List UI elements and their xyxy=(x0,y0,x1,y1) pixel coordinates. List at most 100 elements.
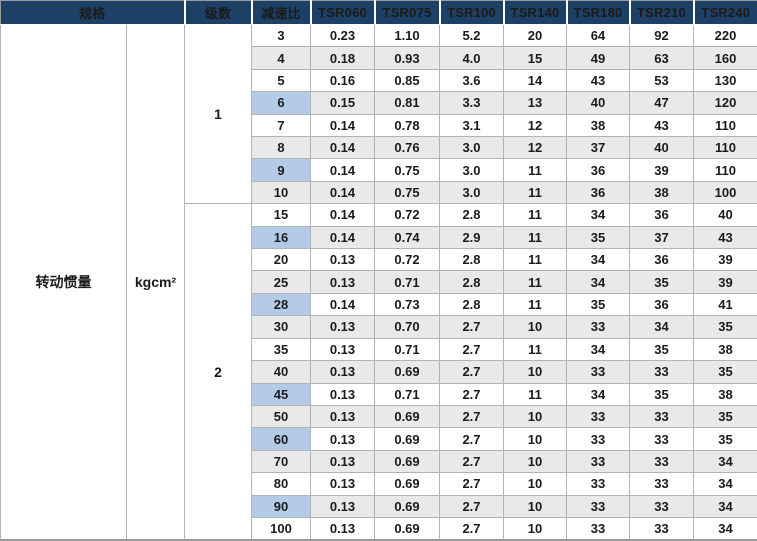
value-cell: 11 xyxy=(503,337,567,362)
table-row: 10 0.14 0.75 3.0 11 36 38 100 xyxy=(1,180,757,205)
value-cell: 40 xyxy=(693,203,757,227)
table-header: 规格 级数 减速比 TSR060 TSR075 TSR100 TSR140 TS… xyxy=(0,0,757,25)
value-cell: 0.13 xyxy=(310,382,375,406)
header-row: 规格 级数 减速比 TSR060 TSR075 TSR100 TSR140 TS… xyxy=(0,0,757,25)
value-cell: 10 xyxy=(503,516,567,541)
value-cell: 0.14 xyxy=(310,225,375,250)
value-cell: 0.69 xyxy=(374,404,440,429)
value-cell: 2.9 xyxy=(439,225,504,250)
table-row: 20 0.13 0.72 2.8 11 34 36 39 xyxy=(1,248,757,272)
value-cell: 33 xyxy=(629,427,694,451)
value-cell: 34 xyxy=(566,337,630,362)
value-cell: 0.71 xyxy=(374,270,440,294)
value-cell: 38 xyxy=(629,180,694,205)
value-cell: 0.13 xyxy=(310,472,375,496)
value-cell: 0.13 xyxy=(310,427,375,451)
value-cell: 34 xyxy=(629,315,694,339)
value-cell: 49 xyxy=(566,46,630,70)
value-cell: 3.0 xyxy=(439,180,504,205)
ratio-cell: 9 xyxy=(251,158,311,182)
ratio-cell: 100 xyxy=(251,516,311,541)
value-cell: 11 xyxy=(503,270,567,294)
value-cell: 2.7 xyxy=(439,449,504,474)
ratio-cell: 3 xyxy=(251,23,311,48)
value-cell: 33 xyxy=(566,449,630,474)
value-cell: 2.7 xyxy=(439,472,504,496)
table-body: 转动惯量 kgcm² 1 3 0.23 1.10 5.2 20 64 92 220 4 0.18 0.93… xyxy=(0,23,757,541)
value-cell: 5.2 xyxy=(439,23,504,48)
header-model-tsr140: TSR140 xyxy=(503,0,568,25)
value-cell: 2.7 xyxy=(439,337,504,362)
header-model-tsr180: TSR180 xyxy=(566,0,631,25)
table-row: 4 0.18 0.93 4.0 15 49 63 160 xyxy=(1,46,757,70)
table-row: 80 0.13 0.69 2.7 10 33 33 34 xyxy=(1,472,757,496)
value-cell: 0.69 xyxy=(374,449,440,474)
value-cell: 3.1 xyxy=(439,113,504,138)
header-spec: 规格 xyxy=(0,0,186,25)
value-cell: 33 xyxy=(629,449,694,474)
value-cell: 35 xyxy=(693,360,757,384)
value-cell: 2.8 xyxy=(439,248,504,272)
value-cell: 11 xyxy=(503,248,567,272)
value-cell: 92 xyxy=(629,23,694,48)
value-cell: 33 xyxy=(566,404,630,429)
value-cell: 33 xyxy=(629,472,694,496)
ratio-cell: 30 xyxy=(251,315,311,339)
value-cell: 2.7 xyxy=(439,516,504,541)
value-cell: 39 xyxy=(693,270,757,294)
header-model-tsr075: TSR075 xyxy=(374,0,441,25)
value-cell: 33 xyxy=(629,360,694,384)
header-model-tsr210: TSR210 xyxy=(629,0,695,25)
value-cell: 0.71 xyxy=(374,382,440,406)
value-cell: 38 xyxy=(693,382,757,406)
ratio-cell: 70 xyxy=(251,449,311,474)
value-cell: 0.13 xyxy=(310,449,375,474)
value-cell: 2.7 xyxy=(439,494,504,518)
value-cell: 43 xyxy=(566,68,630,93)
table-row: 45 0.13 0.71 2.7 11 34 35 38 xyxy=(1,382,757,406)
table-row: 转动惯量 kgcm² 1 3 0.23 1.10 5.2 20 64 92 220 xyxy=(0,23,757,541)
value-cell: 34 xyxy=(693,516,757,541)
ratio-cell: 20 xyxy=(251,248,311,272)
value-cell: 38 xyxy=(566,113,630,138)
value-cell: 0.13 xyxy=(310,337,375,362)
spec-name-cell: 转动惯量 xyxy=(0,24,127,541)
ratio-cell: 6 xyxy=(251,91,311,115)
value-cell: 0.76 xyxy=(374,136,440,160)
value-cell: 11 xyxy=(503,225,567,250)
value-cell: 43 xyxy=(629,113,694,138)
value-cell: 36 xyxy=(629,292,694,317)
value-cell: 130 xyxy=(693,68,757,93)
value-cell: 0.85 xyxy=(374,68,440,93)
value-cell: 110 xyxy=(693,158,757,182)
value-cell: 34 xyxy=(566,203,630,227)
ratio-cell: 15 xyxy=(251,203,311,227)
value-cell: 0.69 xyxy=(374,360,440,384)
table-row: 9 0.14 0.75 3.0 11 36 39 110 xyxy=(1,158,757,182)
value-cell: 12 xyxy=(503,136,567,160)
value-cell: 2.7 xyxy=(439,427,504,451)
value-cell: 1.10 xyxy=(374,23,440,48)
stage-cell: 1 xyxy=(184,23,252,205)
value-cell: 34 xyxy=(693,494,757,518)
value-cell: 0.14 xyxy=(310,113,375,138)
value-cell: 10 xyxy=(503,404,567,429)
value-cell: 3.0 xyxy=(439,136,504,160)
value-cell: 39 xyxy=(629,158,694,182)
value-cell: 0.14 xyxy=(310,158,375,182)
value-cell: 0.93 xyxy=(374,46,440,70)
ratio-cell: 50 xyxy=(251,404,311,429)
value-cell: 0.13 xyxy=(310,270,375,294)
table-row: 2 15 0.14 0.72 2.8 11 34 36 40 xyxy=(1,203,757,541)
value-cell: 0.78 xyxy=(374,113,440,138)
value-cell: 0.70 xyxy=(374,315,440,339)
value-cell: 110 xyxy=(693,136,757,160)
value-cell: 0.13 xyxy=(310,360,375,384)
value-cell: 43 xyxy=(693,225,757,250)
value-cell: 37 xyxy=(566,136,630,160)
ratio-cell: 25 xyxy=(251,270,311,294)
value-cell: 35 xyxy=(693,315,757,339)
value-cell: 36 xyxy=(629,203,694,227)
value-cell: 34 xyxy=(693,472,757,496)
